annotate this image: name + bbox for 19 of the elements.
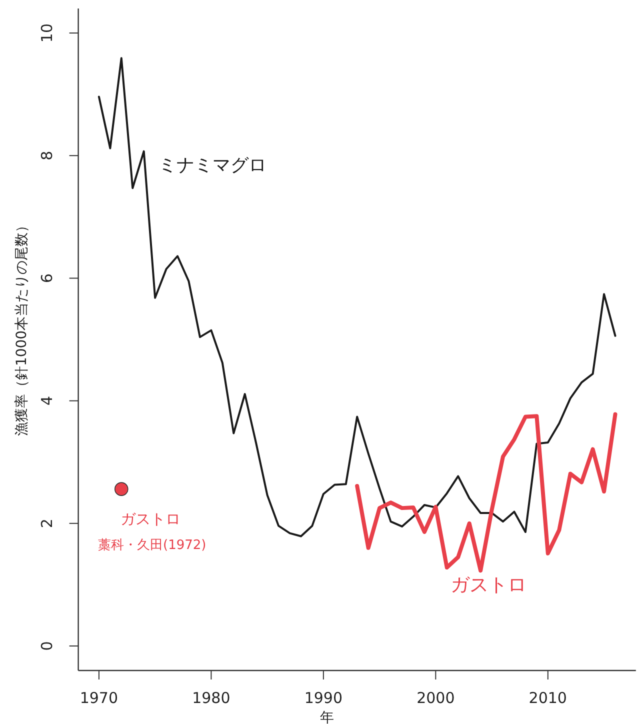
series-label: ガストロ [450, 574, 526, 596]
x-tick-label: 1980 [192, 689, 230, 707]
y-tick-label: 10 [38, 23, 56, 43]
x-tick-label: 2010 [528, 689, 567, 707]
y-axis-title: 漁獲率（針1000本当たりの尾数） [14, 218, 30, 436]
annotation: 藁科・久田(1972) [98, 538, 206, 553]
line-series [98, 57, 616, 538]
x-tick-label: 1970 [80, 689, 118, 707]
series-label: ミナミマグロ [158, 154, 266, 176]
x-axis-title: 年 [320, 710, 334, 724]
line-series [355, 412, 618, 573]
y-tick-label: 2 [38, 518, 56, 528]
y-tick-label: 6 [38, 273, 56, 283]
series-label: ガストロ [120, 510, 180, 528]
x-tick-label: 1990 [304, 689, 343, 707]
y-tick-label: 0 [38, 641, 56, 651]
x-tick-label: 2000 [416, 689, 455, 707]
y-tick-label: 8 [38, 150, 56, 160]
y-tick-label: 4 [38, 396, 56, 406]
